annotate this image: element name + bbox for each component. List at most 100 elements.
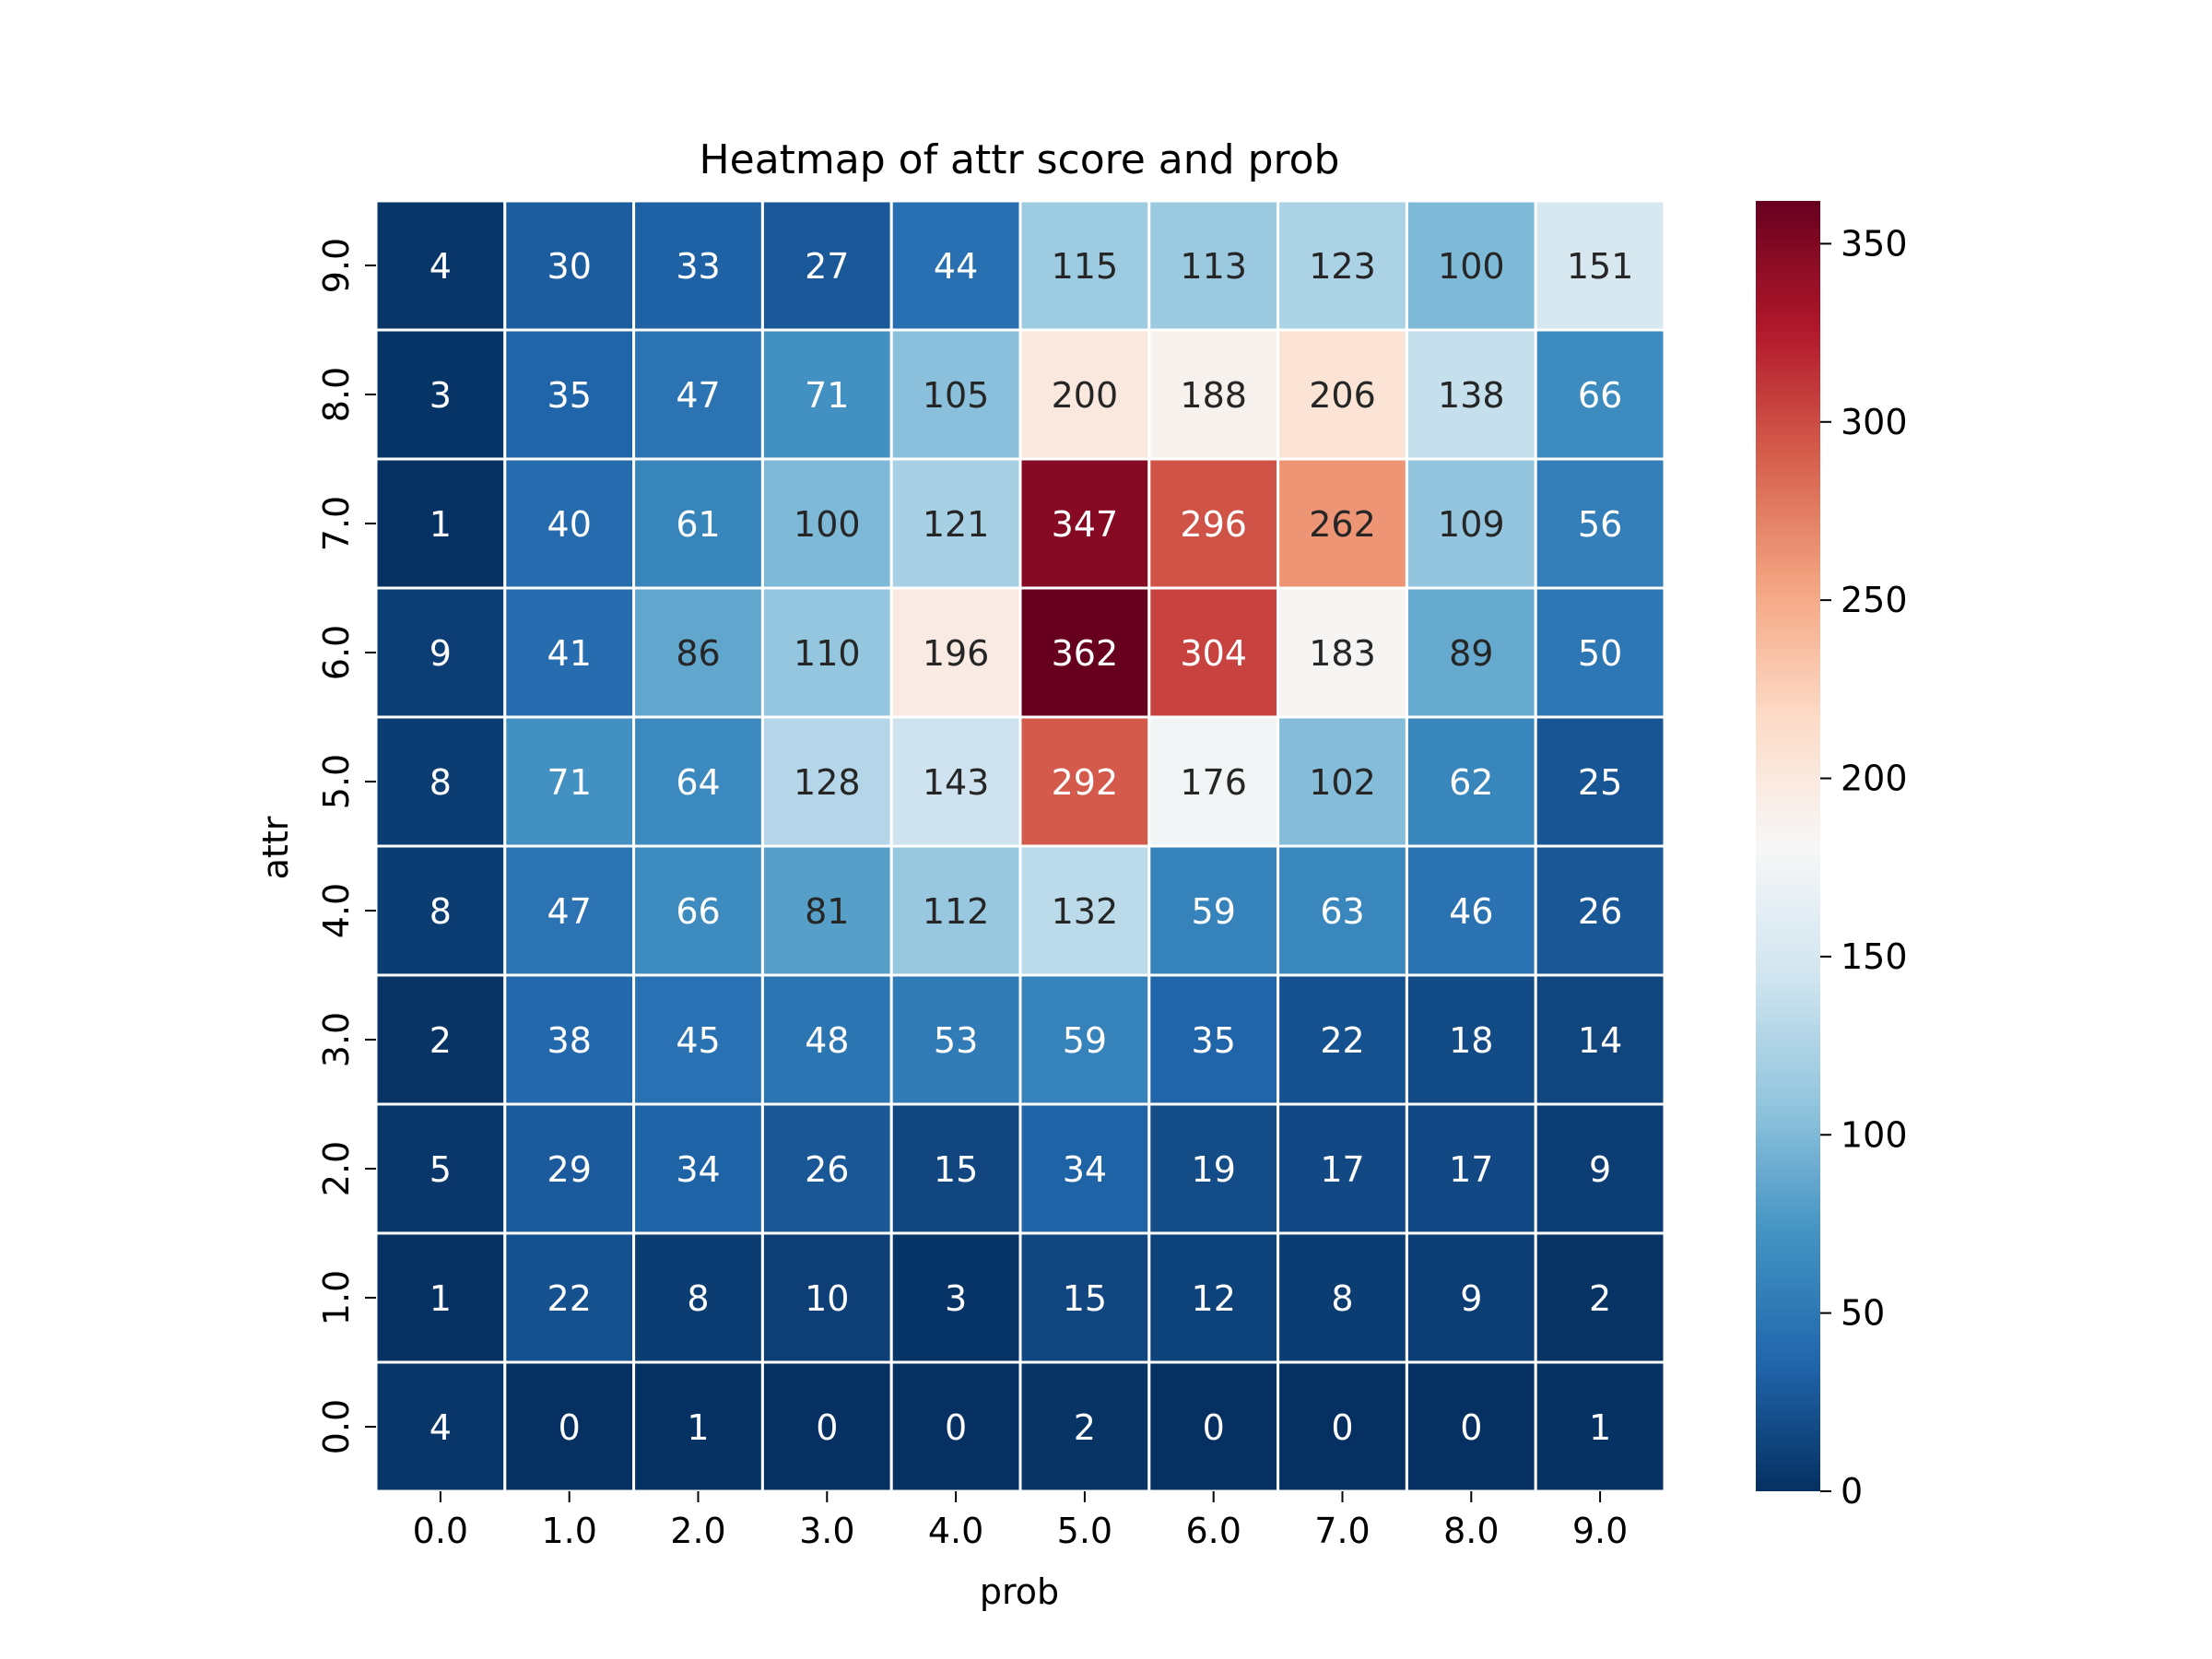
cell-annotation-5-3: 128: [794, 762, 861, 803]
cell-annotation-3-0: 2: [429, 1020, 452, 1061]
heatmap-cell-7-2: [632, 457, 764, 590]
cell-annotation-6-9: 50: [1578, 633, 1622, 674]
colorbar: 0 50 100 150 200 250 300 350: [1756, 201, 1908, 1512]
cell-annotation-5-0: 8: [429, 762, 452, 803]
cell-annotation-5-5: 292: [1052, 762, 1119, 803]
x-tick-label-6: 6.0: [1185, 1511, 1241, 1551]
heatmap-cell-2-9: [1534, 1102, 1666, 1235]
heatmap-cell-3-3: [760, 973, 893, 1106]
cell-annotation-7-8: 109: [1438, 504, 1505, 545]
heatmap-cell-5-2: [632, 715, 764, 848]
cell-annotation-3-7: 22: [1320, 1020, 1364, 1061]
heatmap-cell-6-9: [1534, 586, 1666, 719]
cell-annotation-1-7: 8: [1331, 1278, 1353, 1319]
cell-annotation-2-9: 9: [1589, 1149, 1611, 1190]
cell-annotation-8-7: 206: [1309, 375, 1376, 416]
x-axis: 0.0 1.0 2.0 3.0 4.0 5.0 6.0 7.0 8.0 9.0: [413, 1491, 1628, 1551]
cell-annotation-0-8: 0: [1460, 1407, 1482, 1448]
heatmap-cell-4-0: [374, 844, 507, 977]
heatmap-cell-6-7: [1277, 586, 1408, 719]
colorbar-tick-label-0: 0: [1841, 1471, 1863, 1512]
x-tick-label-5: 5.0: [1057, 1511, 1112, 1551]
heatmap-cell-0-7: [1277, 1360, 1408, 1493]
cell-annotation-2-0: 5: [429, 1149, 452, 1190]
heatmap-cell-9-4: [889, 199, 1022, 332]
cell-annotation-0-5: 2: [1074, 1407, 1096, 1448]
y-tick-label-3: 3.0: [316, 1012, 357, 1067]
cell-annotation-1-9: 2: [1589, 1278, 1611, 1319]
cell-annotation-4-6: 59: [1192, 891, 1236, 932]
colorbar-tick-label-2: 100: [1841, 1114, 1908, 1155]
cell-annotation-9-1: 30: [547, 246, 592, 287]
x-tick-label-9: 9.0: [1572, 1511, 1628, 1551]
x-tick-label-7: 7.0: [1314, 1511, 1370, 1551]
cell-annotation-4-8: 46: [1449, 891, 1493, 932]
heatmap-cell-6-8: [1405, 586, 1537, 719]
heatmap-cell-8-4: [889, 328, 1022, 461]
cell-annotation-5-8: 62: [1449, 762, 1493, 803]
cell-annotation-6-6: 304: [1180, 633, 1247, 674]
heatmap-cell-2-8: [1405, 1102, 1537, 1235]
x-tick-label-3: 3.0: [799, 1511, 854, 1551]
cell-annotation-6-0: 9: [429, 633, 452, 674]
x-tick-label-0: 0.0: [413, 1511, 468, 1551]
cell-annotation-4-5: 132: [1052, 891, 1119, 932]
colorbar-tick-label-5: 250: [1841, 580, 1908, 620]
y-tick-label-0: 0.0: [316, 1399, 357, 1454]
heatmap-cell-9-6: [1147, 199, 1280, 332]
cell-annotation-3-1: 38: [547, 1020, 592, 1061]
heatmap-cell-8-9: [1534, 328, 1666, 461]
x-tick-label-2: 2.0: [670, 1511, 725, 1551]
heatmap-cell-2-4: [889, 1102, 1022, 1235]
cell-annotation-4-3: 81: [805, 891, 849, 932]
cell-annotation-1-5: 15: [1063, 1278, 1107, 1319]
cell-annotation-3-9: 14: [1578, 1020, 1622, 1061]
cell-annotation-3-6: 35: [1192, 1020, 1236, 1061]
cell-annotation-7-9: 56: [1578, 504, 1622, 545]
cell-annotation-8-6: 188: [1180, 375, 1247, 416]
heatmap-cell-1-1: [503, 1231, 636, 1364]
heatmap-cell-8-7: [1277, 328, 1408, 461]
cell-annotation-4-1: 47: [547, 891, 592, 932]
cell-annotation-6-8: 89: [1449, 633, 1493, 674]
heatmap-cell-7-4: [889, 457, 1022, 590]
x-tick-label-4: 4.0: [928, 1511, 983, 1551]
cell-annotation-7-2: 61: [676, 504, 720, 545]
heatmap-cell-3-5: [1018, 973, 1151, 1106]
cell-annotation-0-4: 0: [945, 1407, 967, 1448]
cell-annotation-4-0: 8: [429, 891, 452, 932]
y-axis: 0.0 1.0 2.0 3.0 4.0 5.0 6.0 7.0 8.0 9.0: [316, 238, 376, 1454]
x-tick-label-8: 8.0: [1443, 1511, 1499, 1551]
y-tick-label-8: 8.0: [316, 367, 357, 422]
heatmap-cell-9-0: [374, 199, 507, 332]
cell-annotation-1-6: 12: [1192, 1278, 1236, 1319]
heatmap-cell-1-5: [1018, 1231, 1151, 1364]
heatmap-cell-7-9: [1534, 457, 1666, 590]
heatmap-cell-2-6: [1147, 1102, 1280, 1235]
cell-annotation-8-3: 71: [805, 375, 849, 416]
heatmap-cell-5-6: [1147, 715, 1280, 848]
cell-annotation-2-2: 34: [676, 1149, 720, 1190]
cell-annotation-5-7: 102: [1309, 762, 1376, 803]
colorbar-tick-label-4: 200: [1841, 759, 1908, 799]
cell-annotation-9-5: 115: [1052, 246, 1119, 287]
cell-annotation-0-6: 0: [1203, 1407, 1225, 1448]
cell-annotation-9-7: 123: [1309, 246, 1376, 287]
heatmap-cell-3-4: [889, 973, 1022, 1106]
colorbar-tick-label-6: 300: [1841, 402, 1908, 442]
heatmap-cell-6-0: [374, 586, 507, 719]
heatmap-cell-9-3: [760, 199, 893, 332]
cell-annotation-1-2: 8: [687, 1278, 709, 1319]
cell-annotation-4-4: 112: [923, 891, 990, 932]
cell-annotation-8-2: 47: [676, 375, 720, 416]
cell-annotation-7-3: 100: [794, 504, 861, 545]
y-tick-label-4: 4.0: [316, 883, 357, 938]
y-axis-label: attr: [255, 816, 296, 879]
colorbar-tick-label-7: 350: [1841, 223, 1908, 264]
cell-annotation-7-6: 296: [1180, 504, 1247, 545]
cell-annotation-4-2: 66: [676, 891, 720, 932]
cell-annotation-2-8: 17: [1449, 1149, 1493, 1190]
cell-annotation-8-5: 200: [1052, 375, 1119, 416]
heatmap-cell-7-6: [1147, 457, 1280, 590]
